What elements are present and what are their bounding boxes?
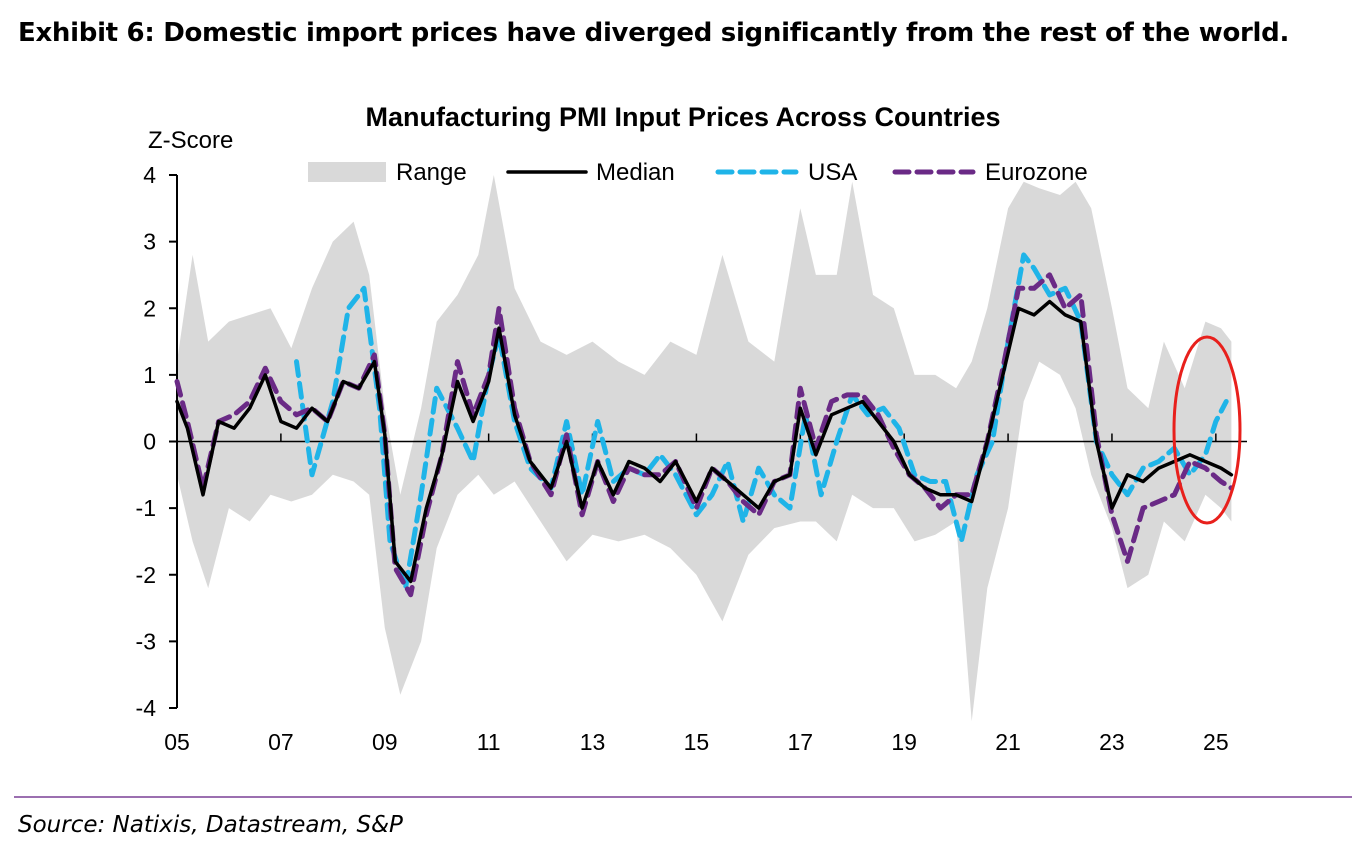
footer-divider: [14, 796, 1352, 798]
x-tick-label: 19: [891, 729, 917, 755]
x-tick-label: 17: [788, 729, 814, 755]
x-tick-label: 11: [477, 729, 501, 755]
legend-label-usa: USA: [808, 159, 857, 186]
chart-title: Manufacturing PMI Input Prices Across Co…: [365, 102, 1001, 132]
source-note: Source: Natixis, Datastream, S&P: [18, 812, 403, 838]
series-line-median: [175, 299, 1234, 584]
y-tick-label: -2: [136, 562, 156, 588]
x-tick-label: 15: [684, 729, 710, 755]
y-tick-label: 0: [143, 429, 156, 455]
highlight-ellipse: [1172, 335, 1242, 525]
y-tick-label: 1: [143, 362, 156, 388]
y-axis-label: Z-Score: [148, 127, 233, 154]
x-tick-label: 23: [1099, 729, 1125, 755]
y-tick-label: -4: [136, 695, 157, 721]
exhibit-title: Exhibit 6: Domestic import prices have d…: [18, 18, 1290, 48]
legend-label-range: Range: [396, 159, 467, 186]
x-tick-label: 25: [1203, 729, 1229, 755]
x-tick-label: 09: [372, 729, 398, 755]
x-tick-label: 13: [580, 729, 606, 755]
range-band: [177, 175, 1232, 722]
y-tick-label: -1: [136, 495, 156, 521]
legend-label-eurozone: Eurozone: [985, 159, 1088, 186]
x-tick-label: 21: [995, 729, 1021, 755]
y-tick-label: 3: [143, 229, 156, 255]
y-tick-label: 2: [143, 295, 156, 321]
x-tick-label: 05: [164, 729, 190, 755]
y-tick-label: -3: [136, 628, 156, 654]
legend-label-median: Median: [596, 159, 675, 186]
legend-swatch-range: [308, 162, 386, 182]
y-tick-label: 4: [143, 162, 156, 188]
x-tick-label: 07: [268, 729, 294, 755]
